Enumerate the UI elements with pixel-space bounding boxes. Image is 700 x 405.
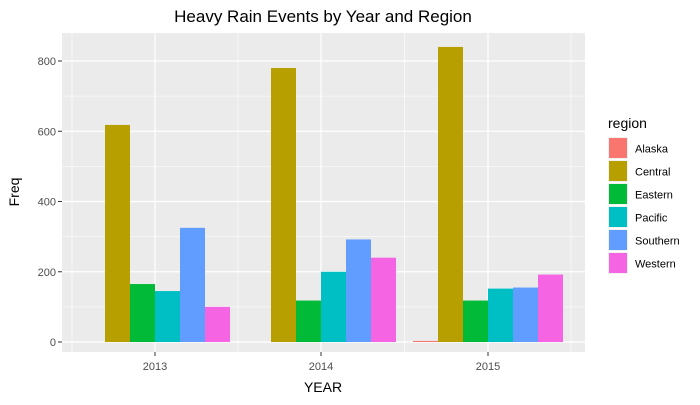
y-tick-label: 0	[50, 337, 56, 349]
legend-title: region	[608, 115, 647, 131]
legend-label-western: Western	[635, 259, 676, 271]
legend-swatch-alaska	[609, 138, 627, 158]
legend-items: Alaska Central Eastern Pacific Southern Weste…	[608, 137, 680, 274]
legend-label-alaska: Alaska	[635, 144, 669, 156]
legend-swatch-southern	[609, 230, 627, 250]
bar-eastern-2013	[130, 284, 155, 342]
bar-eastern-2014	[296, 300, 321, 342]
x-tick-label: 2015	[476, 361, 500, 373]
bar-western-2015	[538, 274, 563, 342]
bar-western-2014	[371, 257, 396, 342]
chart-title: Heavy Rain Events by Year and Region	[174, 7, 472, 26]
bar-western-2013	[205, 306, 230, 342]
y-axis-ticks: 0 200 400 600 800	[38, 56, 62, 349]
legend-label-pacific: Pacific	[635, 213, 668, 225]
y-axis-title: Freq	[6, 178, 22, 207]
bar-central-2013	[105, 124, 130, 343]
bar-pacific-2014	[321, 271, 346, 342]
legend-swatch-central	[609, 161, 627, 181]
y-tick-label: 800	[38, 56, 56, 68]
bars	[105, 46, 563, 343]
legend-label-eastern: Eastern	[635, 190, 673, 202]
legend-swatch-eastern	[609, 184, 627, 204]
legend-label-central: Central	[635, 167, 670, 179]
x-tick-label: 2013	[143, 361, 167, 373]
bar-southern-2015	[513, 287, 538, 342]
bar-central-2014	[271, 68, 296, 343]
legend-swatch-western	[609, 253, 627, 273]
bar-eastern-2015	[463, 300, 488, 342]
bar-pacific-2015	[488, 288, 513, 342]
bar-central-2015	[438, 46, 463, 342]
bar-southern-2013	[180, 227, 205, 342]
legend: region Alaska Central Eastern Pacific Southe…	[608, 115, 680, 274]
y-tick-label: 600	[38, 126, 56, 138]
y-tick-label: 200	[38, 267, 56, 279]
x-tick-label: 2014	[309, 361, 333, 373]
y-tick-label: 400	[38, 197, 56, 209]
bar-pacific-2013	[155, 291, 180, 342]
x-axis-title: YEAR	[304, 379, 342, 395]
bar-southern-2014	[346, 239, 371, 342]
legend-label-southern: Southern	[635, 236, 680, 248]
legend-swatch-pacific	[609, 207, 627, 227]
bar-alaska-2015	[413, 340, 438, 342]
x-axis-ticks: 2013 2014 2015	[143, 352, 500, 373]
